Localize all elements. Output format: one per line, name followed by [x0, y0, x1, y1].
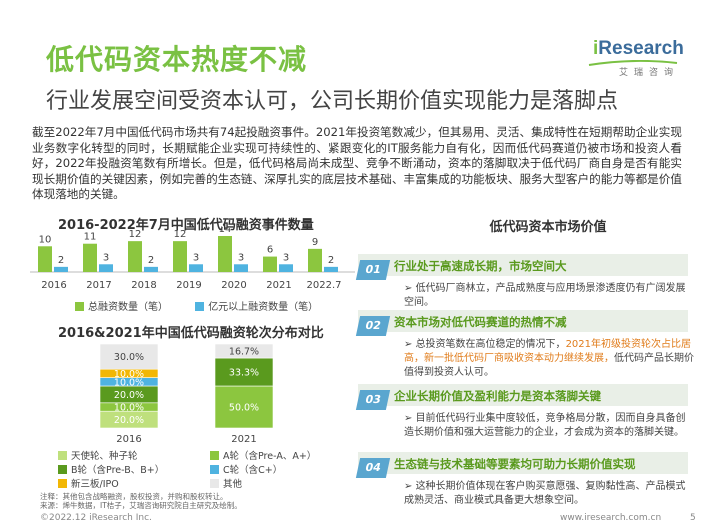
footer-copyright: ©2022.12 iResearch Inc.	[40, 513, 152, 523]
data-label: 3	[103, 252, 109, 263]
bar-large	[144, 266, 158, 272]
chart2-legend: 天使轮、种子轮 A轮（含Pre-A、A+） B轮（含Pre-B、B+） C轮（含C+…	[58, 448, 358, 490]
x-tick-label: 2016	[116, 434, 141, 445]
stack-segment	[214, 357, 274, 387]
bar-large	[234, 264, 248, 272]
bar-total	[263, 256, 277, 272]
point-number-badge: 01	[355, 260, 391, 280]
source-notes: 注释：其他包含战略融资，股权投资，并购和股权转让。 来源：烯牛数据，IT桔子，艾…	[40, 492, 242, 510]
legend-item-ipo: 新三板/IPO	[58, 476, 210, 490]
stack-segment	[99, 343, 159, 370]
data-label: 12	[174, 229, 187, 240]
legend-item-other: 其他	[210, 476, 362, 490]
page-number: 5	[690, 513, 696, 523]
iresearch-logo: iResearch 艾瑞咨询	[587, 38, 687, 82]
x-tick-label: 2017	[86, 280, 111, 291]
legend-item-c-round: C轮（含C+）	[210, 462, 362, 476]
segment-label: 10.0%	[114, 377, 144, 388]
data-label: 2	[148, 255, 154, 266]
x-tick-label: 2021	[231, 434, 256, 445]
legend-item-b-round: B轮（含Pre-B、B+）	[58, 462, 210, 476]
point-body: ➢ 低代码厂商林立，产品成熟度与应用场景渗透度仍有广阔发展空间。	[404, 283, 686, 308]
page-subtitle: 行业发展空间受资本认可，公司长期价值实现能力是落脚点	[46, 89, 619, 114]
legend-item-angel: 天使轮、种子轮	[58, 448, 210, 462]
point-number-badge: 02	[355, 316, 391, 336]
bar-large	[99, 264, 113, 272]
x-tick-label: 2019	[176, 280, 201, 291]
bar-large	[189, 264, 203, 272]
x-tick-label: 2018	[131, 280, 156, 291]
logo-tagline: 艾瑞咨询	[619, 68, 680, 78]
chart1-legend: 总融资数量（笔） 亿元以上融资数量（笔）	[75, 298, 342, 313]
data-label: 12	[129, 229, 142, 240]
data-label: 3	[238, 252, 244, 263]
bar-total	[308, 248, 322, 272]
segment-label: 50.0%	[229, 403, 259, 414]
data-label: 3	[193, 252, 199, 263]
segment-label: 20.0%	[114, 390, 144, 401]
segment-label: 10.0%	[114, 403, 144, 414]
intro-paragraph: 截至2022年7月中国低代码市场共有74起投融资事件。2021年投资笔数减少，但…	[32, 125, 682, 202]
data-label: 9	[312, 237, 318, 248]
data-label: 3	[283, 252, 289, 263]
point-body: ➢ 这种长期价值体现在客户购买意愿强、复购黏性高、产品模式成熟灵活、商业模式具备…	[404, 481, 686, 506]
bullet-arrow-icon: ➢	[404, 283, 416, 294]
x-tick-label: 2021	[266, 280, 291, 291]
data-label: 2	[328, 255, 334, 266]
segment-label: 30.0%	[114, 352, 144, 363]
chart1-title: 2016-2022年7月中国低代码融资事件数量	[58, 218, 314, 233]
legend-item-large: 亿元以上融资数量（笔）	[195, 298, 318, 313]
chart2-title: 2016&2021年中国低代码融资轮次分布对比	[58, 326, 324, 341]
market-value-title: 低代码资本市场价值	[489, 220, 607, 235]
bullet-arrow-icon: ➢	[404, 339, 416, 350]
segment-label: 20.0%	[114, 415, 144, 426]
point-highlight: 2021年初级投资轮次占比居高，新一批低代码厂商吸收资本动力继续发展，	[404, 339, 692, 364]
bar-large	[279, 264, 293, 272]
point-heading: 资本市场对低代码赛道的热情不减	[394, 315, 567, 329]
data-label: 14	[219, 228, 232, 235]
segment-label: 16.7%	[229, 347, 259, 358]
point-heading: 企业长期价值及盈利能力是资本落脚关键	[394, 389, 601, 403]
data-label: 6	[267, 245, 273, 256]
stack-segment	[214, 343, 274, 359]
stack-segment	[214, 385, 274, 429]
point-number-badge: 04	[355, 458, 391, 478]
data-label: 10	[39, 234, 52, 245]
point-number-badge: 03	[355, 390, 391, 410]
footer-url[interactable]: www.iresearch.com.cn	[560, 513, 662, 523]
bar-total	[83, 243, 97, 272]
bar-total	[218, 236, 232, 272]
logo-brand: iResearch	[593, 38, 684, 59]
point-heading: 生态链与技术基础等要素均可助力长期价值实现	[394, 457, 636, 471]
bar-total	[38, 246, 52, 272]
segment-label: 33.3%	[229, 368, 259, 379]
x-tick-label: 2016	[41, 280, 66, 291]
point-heading: 行业处于高速成长期，市场空间大	[394, 259, 567, 273]
funding-events-chart: 1022016113201712220181232019143202063202…	[30, 228, 355, 291]
data-label: 11	[84, 232, 97, 243]
bullet-arrow-icon: ➢	[404, 481, 416, 492]
logo-swoosh-icon	[588, 60, 678, 66]
legend-item-a-round: A轮（含Pre-A、A+）	[210, 448, 362, 462]
point-body: ➢ 总投资笔数在高位稳定的情况下，2021年初级投资轮次占比居高，新一批低代码厂…	[404, 339, 694, 378]
legend-item-total: 总融资数量（笔）	[75, 298, 168, 313]
point-body: ➢ 目前低代码行业集中度较低，竞争格局分散，因而自身具备创造长期价值和强大运营能…	[404, 413, 686, 438]
x-tick-label: 2022.7	[307, 280, 342, 291]
bar-large	[324, 266, 338, 272]
bar-total	[128, 241, 142, 272]
bar-large	[54, 266, 68, 272]
segment-label: 10.0%	[114, 369, 144, 380]
data-label: 2	[58, 255, 64, 266]
x-tick-label: 2020	[221, 280, 246, 291]
bullet-arrow-icon: ➢	[404, 413, 416, 424]
page-title: 低代码资本热度不减	[46, 43, 308, 76]
bar-total	[173, 241, 187, 272]
funding-round-distribution-chart: 20.0%10.0%20.0%10.0%10.0%30.0%201650.0%3…	[99, 343, 274, 445]
